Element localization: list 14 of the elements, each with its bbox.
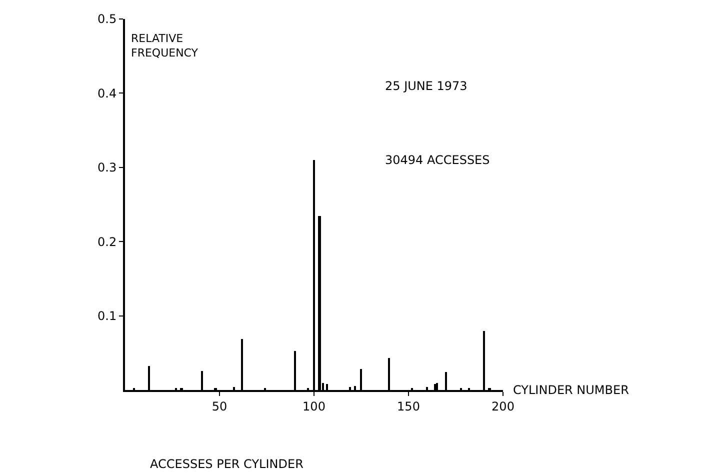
x-tick-label: 100	[302, 399, 326, 414]
annotation: 25 JUNE 1973	[385, 79, 468, 93]
x-axis-title: CYLINDER NUMBER	[513, 383, 629, 397]
text: ACCESSES PER CYLINDER	[150, 457, 304, 471]
x-tick-label: 150	[397, 399, 420, 414]
y-tick-label: 0.5	[98, 12, 117, 26]
x-tick-label: 50	[212, 399, 228, 414]
y-tick-label: 0.1	[98, 309, 117, 323]
x-tick-label: 200	[492, 399, 514, 414]
y-tick-label: 0.3	[98, 160, 117, 175]
annotation: 30494 ACCESSES	[385, 153, 490, 167]
y-tick-label: 0.4	[98, 86, 117, 100]
y-axis-title: RELATIVE FREQUENCY	[131, 32, 198, 60]
y-tick-label: 0.2	[98, 234, 117, 249]
